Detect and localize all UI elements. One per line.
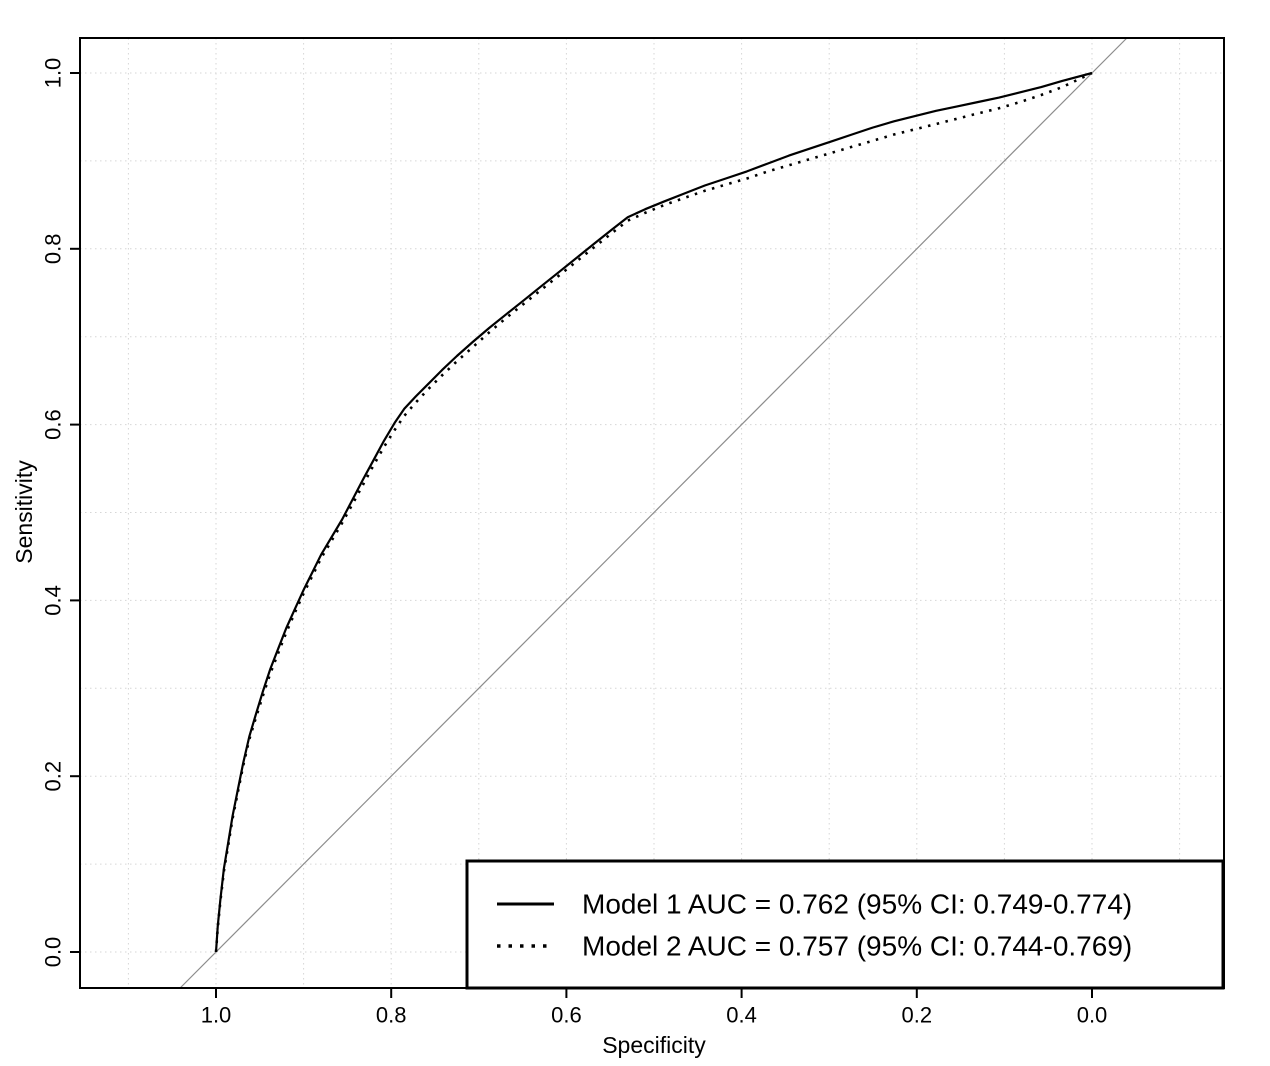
plot-border [79, 37, 1225, 989]
legend-label-model-1: Model 1 AUC = 0.762 (95% CI: 0.749-0.774… [582, 889, 1132, 920]
y-tick-label: 0.6 [41, 409, 66, 440]
y-tick-label: 0.4 [41, 585, 66, 616]
legend-label-model-2: Model 2 AUC = 0.757 (95% CI: 0.744-0.769… [582, 931, 1132, 962]
x-tick-label: 0.6 [551, 1003, 582, 1028]
chance-diagonal-line [179, 37, 1128, 989]
y-axis-label: Sensitivity [11, 460, 37, 564]
x-axis-label: Specificity [602, 1032, 706, 1058]
roc-curves [214, 71, 1093, 953]
gridlines [80, 38, 1224, 988]
y-tick-label: 0.8 [41, 234, 66, 265]
legend-box [465, 859, 1225, 990]
x-axis-ticks: 1.0 0.8 0.6 0.4 0.2 0.0 [201, 988, 1108, 1028]
x-tick-label: 0.4 [726, 1003, 757, 1028]
x-tick-label: 0.2 [902, 1003, 933, 1028]
roc-curve-model-1 [214, 71, 1093, 953]
y-tick-label: 0.0 [41, 937, 66, 968]
y-tick-label: 1.0 [41, 58, 66, 89]
roc-curve-model-2 [214, 71, 1093, 953]
y-axis-ticks: 0.0 0.2 0.4 0.6 0.8 1.0 [41, 58, 80, 968]
x-tick-label: 1.0 [201, 1003, 232, 1028]
y-tick-label: 0.2 [41, 761, 66, 792]
legend: Model 1 AUC = 0.762 (95% CI: 0.749-0.774… [465, 859, 1225, 990]
reference-line-group [179, 37, 1128, 989]
x-tick-label: 0.0 [1077, 1003, 1108, 1028]
x-tick-label: 0.8 [376, 1003, 407, 1028]
